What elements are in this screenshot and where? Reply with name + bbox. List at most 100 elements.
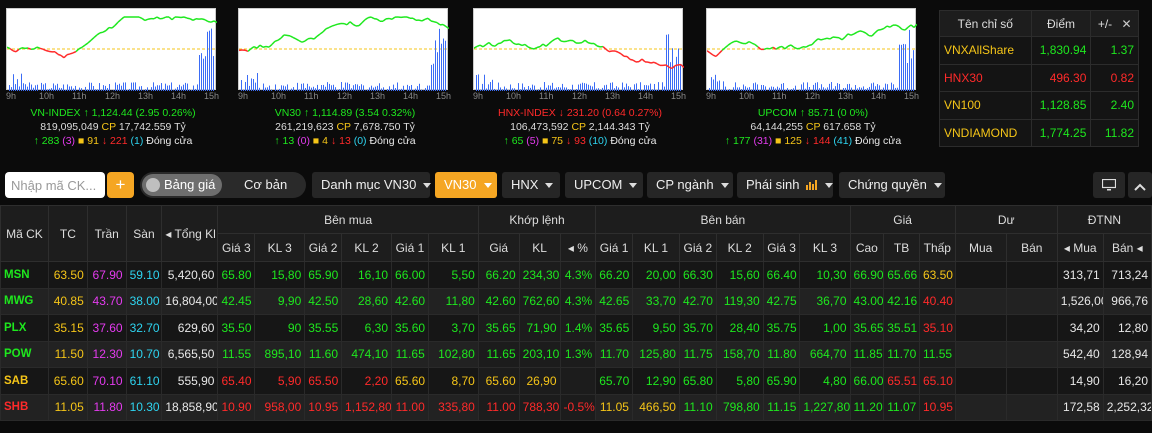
stock-code[interactable]: POW <box>0 340 49 368</box>
tab-upcom[interactable]: UPCOM <box>565 172 643 198</box>
add-button[interactable]: + <box>107 172 134 198</box>
intraday-chart[interactable] <box>706 8 917 91</box>
col-buy-5[interactable]: KL 1 <box>427 233 479 262</box>
monitor-button[interactable] <box>1093 172 1125 198</box>
hour-tick-label: 15h <box>204 91 220 101</box>
col-sell-4[interactable]: Giá 3 <box>762 233 801 262</box>
volume-bar <box>650 83 651 91</box>
mode-basic[interactable]: Cơ bản <box>244 177 288 192</box>
col-sell-5[interactable]: KL 3 <box>799 233 851 262</box>
summary-header-point[interactable]: Điểm <box>1030 10 1092 37</box>
buy-cell: 2,20 <box>340 367 393 395</box>
volume-bar <box>594 82 595 91</box>
col-buy-2[interactable]: Giá 2 <box>304 233 342 262</box>
tab-vn30[interactable]: VN30 <box>435 172 497 198</box>
summary-row[interactable]: HNX30 496.30 0.82 <box>939 63 1139 92</box>
view-mode-toggle[interactable]: Bảng giá Cơ bản <box>140 172 306 198</box>
tab-sector[interactable]: CP ngành <box>647 172 733 198</box>
volume-bar <box>89 82 90 91</box>
col-remain-1[interactable]: Bán <box>1005 233 1058 262</box>
col-remain-0[interactable]: Mua <box>954 233 1007 262</box>
volume-bar <box>532 84 533 91</box>
table-row[interactable]: POW 11.50 12.30 10.70 6,565,50 11.55 895,1… <box>0 340 1152 368</box>
col-match-0[interactable]: Giá <box>477 233 520 262</box>
price-line-segment <box>862 31 867 34</box>
volume-bar <box>117 84 118 91</box>
col-ceil[interactable]: Trần <box>86 205 127 262</box>
col-price-2[interactable]: Thấp <box>918 233 956 262</box>
index-panel-vn30[interactable]: 9h 10h 11h 12h 13h 14h 15h VN30 ↑ 1,114.89 (3.… <box>232 0 458 150</box>
tab-watchlist-vn30[interactable]: Danh mục VN30 <box>312 172 432 198</box>
tab-hnx[interactable]: HNX <box>502 172 560 198</box>
col-ref[interactable]: TC <box>47 205 88 262</box>
col-buy-3[interactable]: KL 2 <box>340 233 393 262</box>
tab-warrants[interactable]: Chứng quyền <box>839 172 945 198</box>
summary-header-name[interactable]: Tên chỉ số <box>939 10 1032 37</box>
price-line-segment <box>787 44 792 47</box>
close-icon[interactable]: ✕ <box>1121 16 1132 31</box>
stock-code[interactable]: MWG <box>0 287 49 315</box>
volume-bar <box>550 85 551 91</box>
table-row[interactable]: MSN 63.50 67.90 59.10 5,420,60 65.80 15,80… <box>0 261 1152 289</box>
summary-row[interactable]: VNXAllShare 1,830.94 1.37 <box>939 36 1139 65</box>
col-code[interactable]: Mã CK <box>0 205 49 262</box>
index-panel-upcom[interactable]: 9h 10h 11h 12h 13h 14h 15h UPCOM ↑ 85.71 (0 0%… <box>700 0 926 150</box>
table-row[interactable]: SAB 65.60 70.10 61.10 555,90 65.40 5,90 65.… <box>0 367 1152 395</box>
col-match-2[interactable]: ◂ % <box>559 233 597 262</box>
col-match-1[interactable]: KL <box>518 233 561 262</box>
col-price-1[interactable]: TB <box>883 233 920 262</box>
col-floor[interactable]: Sàn <box>125 205 163 262</box>
search-input[interactable] <box>5 172 105 198</box>
col-sell-3[interactable]: KL 2 <box>715 233 764 262</box>
col-buy-4[interactable]: Giá 1 <box>391 233 429 262</box>
index-panel-vn-index[interactable]: 9h 10h 11h 12h 13h 14h 15h VN-INDEX ↑ 1,124.44… <box>0 0 226 150</box>
stock-code[interactable]: SAB <box>0 367 49 395</box>
volume-bar <box>476 74 477 91</box>
col-sell-0[interactable]: Giá 1 <box>595 233 633 262</box>
price-line-segment <box>259 44 264 48</box>
col-foreign-0[interactable]: ◂ Mua <box>1056 233 1104 262</box>
stock-code[interactable]: MSN <box>0 261 49 289</box>
table-row[interactable]: SHB 11.05 11.80 10.30 18,858,90 10.90 958,… <box>0 393 1152 421</box>
price-line-segment <box>739 41 744 45</box>
col-buy-1[interactable]: KL 3 <box>254 233 306 262</box>
stock-code[interactable]: PLX <box>0 314 49 342</box>
col-total-volume[interactable]: ◂ Tổng Kl <box>161 205 219 262</box>
col-buy-0[interactable]: Giá 3 <box>217 233 256 262</box>
floor-count: (0) <box>353 135 367 147</box>
summary-header-change[interactable]: +/- ✕ <box>1090 10 1139 37</box>
tab-derivatives[interactable]: Phái sinh <box>737 172 834 198</box>
table-row[interactable]: MWG 40.85 43.70 38.00 16,804,00 42.45 9,90… <box>0 287 1152 315</box>
volume-bar <box>795 85 796 91</box>
volume-bar <box>279 88 280 91</box>
col-sell-1[interactable]: KL 1 <box>631 233 680 262</box>
volume-bar <box>658 82 659 91</box>
buy-cell: 42.45 <box>217 287 256 315</box>
mode-price-board[interactable]: Bảng giá <box>142 174 222 196</box>
arrow-down-icon: ↓ <box>804 135 811 147</box>
volume-bar <box>610 82 611 91</box>
volume-bar <box>608 89 609 91</box>
intraday-chart[interactable] <box>238 8 449 91</box>
col-sell-2[interactable]: Giá 2 <box>678 233 717 262</box>
intraday-chart[interactable] <box>473 8 684 91</box>
volume-bar <box>484 74 485 91</box>
volume-bar <box>431 64 432 91</box>
price-line-segment <box>913 23 917 28</box>
summary-row[interactable]: VNDIAMOND 1,774.25 11.82 <box>939 118 1139 147</box>
volume-bar <box>201 53 202 91</box>
summary-row[interactable]: VN100 1,128.85 2.40 <box>939 91 1139 120</box>
table-row[interactable]: PLX 35.15 37.60 32.70 629,60 35.50 90 35.55… <box>0 314 1152 342</box>
col-foreign-1[interactable]: Bán ◂ <box>1102 233 1152 262</box>
col-price-0[interactable]: Cao <box>849 233 885 262</box>
price-line-segment <box>90 37 95 41</box>
collapse-button[interactable] <box>1128 172 1152 198</box>
intraday-chart[interactable] <box>6 8 217 91</box>
match-cell: 234,30 <box>518 261 561 289</box>
volume-bar <box>315 88 316 91</box>
monitor-icon <box>1101 178 1117 194</box>
buy-cell: 42.60 <box>391 287 429 315</box>
stock-code[interactable]: SHB <box>0 393 49 421</box>
index-panel-hnx-index[interactable]: 9h 10h 11h 12h 13h 14h 15h HNX-INDEX ↓ 231.20 … <box>467 0 693 150</box>
price-line-segment <box>653 61 658 65</box>
